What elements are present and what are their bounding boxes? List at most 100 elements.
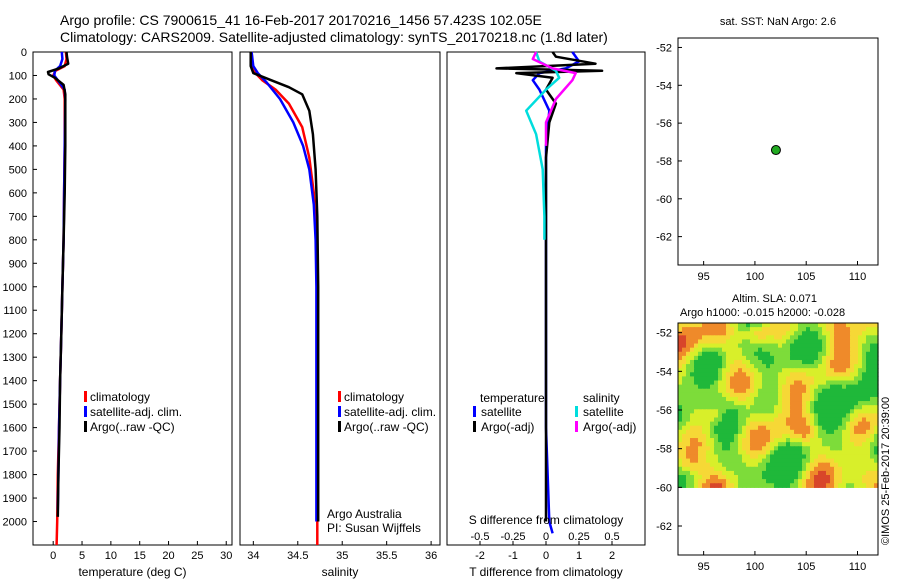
heatmap-cell (682, 458, 687, 464)
heatmap-cell (850, 323, 855, 328)
heatmap-cell (734, 331, 739, 336)
heatmap-cell (838, 392, 843, 398)
heatmap-cell (858, 384, 863, 390)
heatmap-cell (722, 475, 727, 480)
heatmap-cell (694, 376, 699, 382)
heatmap-cell (718, 364, 723, 369)
heatmap-cell (838, 343, 843, 349)
heatmap-cell (858, 425, 863, 431)
heatmap-cell (786, 396, 791, 402)
heatmap-cell (678, 339, 683, 345)
heatmap-cell (826, 454, 831, 460)
heatmap-cell (682, 442, 687, 447)
heatmap-cell (810, 458, 815, 464)
heatmap-cell (726, 417, 731, 423)
heatmap-cell (690, 421, 695, 427)
heatmap-cell (730, 372, 735, 378)
heatmap-cell (850, 384, 855, 390)
heatmap-cell (746, 421, 751, 427)
heatmap-cell (818, 359, 823, 365)
heatmap-cell (718, 359, 723, 365)
heatmap-cell (802, 376, 807, 382)
heatmap-cell (810, 380, 815, 386)
map-x-tick-label: 95 (698, 271, 710, 283)
heatmap-cell (858, 413, 863, 419)
heatmap-cell (770, 425, 775, 431)
heatmap-cell (762, 392, 767, 398)
heatmap-cell (706, 327, 711, 332)
heatmap-cell (746, 458, 751, 464)
heatmap-cell (742, 347, 747, 353)
heatmap-cell (814, 347, 819, 353)
heatmap-cell (690, 351, 695, 357)
heatmap-cell (806, 355, 811, 361)
heatmap-cell (866, 483, 871, 488)
heatmap-cell (838, 380, 843, 386)
heatmap-cell (754, 368, 759, 373)
heatmap-cell (758, 405, 763, 410)
heatmap-cell (690, 433, 695, 439)
heatmap-cell (770, 429, 775, 435)
heatmap-cell (754, 409, 759, 414)
sla-subtitle: Argo h1000: -0.015 h2000: -0.028 (680, 307, 845, 319)
heatmap-cell (738, 466, 743, 472)
heatmap-cell (866, 355, 871, 361)
heatmap-cell (866, 327, 871, 332)
heatmap-cell (814, 368, 819, 373)
heatmap-cell (694, 466, 699, 472)
heatmap-cell (682, 392, 687, 398)
heatmap-cell (846, 466, 851, 472)
heatmap-cell (874, 335, 879, 341)
heatmap-cell (746, 335, 751, 341)
heatmap-cell (862, 466, 867, 472)
heatmap-cell (734, 323, 739, 328)
heatmap-cell (794, 388, 799, 394)
heatmap-cell (710, 479, 715, 484)
heatmap-cell (718, 433, 723, 439)
heatmap-cell (846, 446, 851, 451)
heatmap-cell (862, 413, 867, 419)
heatmap-cell (774, 347, 779, 353)
heatmap-cell (854, 417, 859, 423)
heatmap-cell (830, 380, 835, 386)
heatmap-cell (810, 405, 815, 410)
heatmap-cell (750, 351, 755, 357)
heatmap-cell (734, 405, 739, 410)
heatmap-cell (830, 355, 835, 361)
heatmap-cell (686, 483, 691, 488)
heatmap-cell (702, 388, 707, 394)
heatmap-cell (706, 429, 711, 435)
heatmap-cell (694, 462, 699, 468)
heatmap-cell (806, 413, 811, 419)
legend-label: climatology (344, 390, 404, 404)
heatmap-cell (754, 421, 759, 427)
heatmap-cell (710, 446, 715, 451)
heatmap-cell (794, 343, 799, 349)
heatmap-cell (742, 401, 747, 406)
heatmap-cell (810, 425, 815, 431)
heatmap-cell (870, 327, 875, 332)
heatmap-cell (742, 409, 747, 414)
heatmap-cell (842, 479, 847, 484)
heatmap-cell (814, 438, 819, 443)
heatmap-cell (782, 475, 787, 480)
heatmap-cell (722, 396, 727, 402)
heatmap-cell (818, 372, 823, 378)
heatmap-cell (810, 450, 815, 456)
heatmap-cell (682, 462, 687, 468)
heatmap-cell (722, 359, 727, 365)
heatmap-cell (702, 335, 707, 341)
heatmap-cell (866, 359, 871, 365)
heatmap-cell (722, 438, 727, 443)
heatmap-cell (738, 347, 743, 353)
heatmap-cell (750, 421, 755, 427)
heatmap-cell (766, 380, 771, 386)
heatmap-cell (798, 438, 803, 443)
heatmap-cell (702, 355, 707, 361)
heatmap-cell (722, 384, 727, 390)
heatmap-cell (710, 339, 715, 345)
heatmap-cell (806, 405, 811, 410)
heatmap-cell (826, 347, 831, 353)
heatmap-cell (706, 355, 711, 361)
heatmap-cell (802, 462, 807, 468)
